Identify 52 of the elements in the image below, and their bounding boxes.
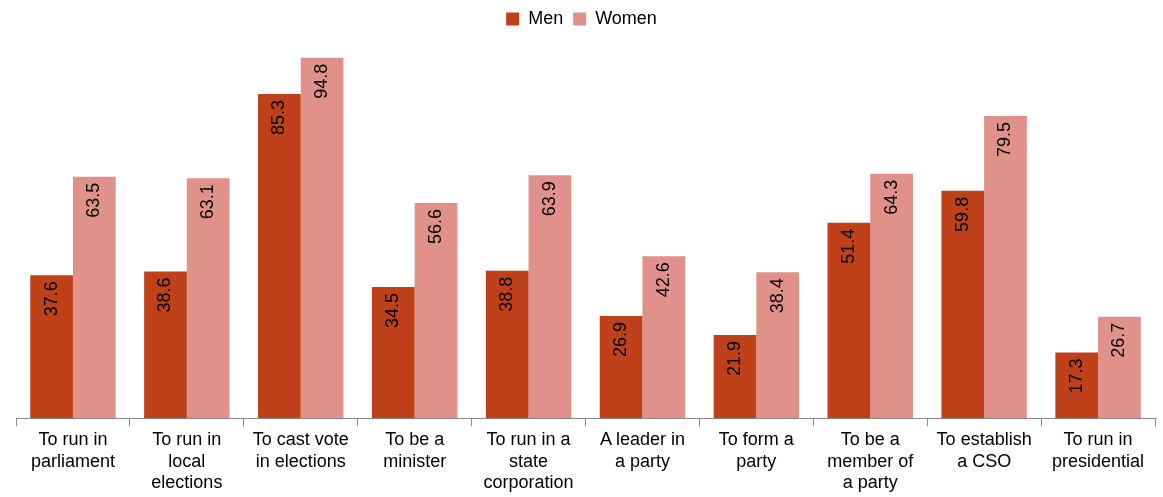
x-tick-label: To form a party [718,428,795,471]
data-label: 21.9 [723,340,744,376]
bar [756,272,800,419]
bar [144,271,187,419]
bar [941,190,985,419]
bar [1055,352,1099,419]
x-tick-label: To run in parliament [30,428,115,471]
x-tick-label: To establish a CSO [936,428,1032,471]
data-label: 63.5 [83,182,104,218]
bar [30,275,73,419]
bar [984,115,1027,419]
bar [870,173,913,419]
x-tick-label: A leader in a party [599,428,685,471]
bar [186,178,230,419]
legend-label: Women [595,7,657,28]
bar [713,334,757,419]
data-label: 17.3 [1065,358,1086,394]
data-label: 34.5 [382,293,403,329]
bar [300,57,344,419]
data-label: 79.5 [994,121,1015,157]
bar [827,222,871,419]
data-label: 26.7 [1108,322,1129,358]
data-label: 56.6 [424,209,445,245]
data-label: 63.9 [538,181,559,217]
data-label: 94.8 [311,63,332,99]
bar [1098,316,1141,419]
data-label: 37.6 [40,281,61,317]
x-tick-label: To cast vote in elections [252,428,349,471]
bar [371,287,415,419]
bar [599,315,643,419]
data-label: 38.4 [766,278,787,314]
bar [258,93,301,419]
bar [485,270,529,419]
bar [528,175,572,419]
x-tick-label: To run in a state corporation [483,428,574,493]
bar [72,176,116,419]
bar [414,203,458,419]
x-tick-label: To run in presidential [1052,428,1145,471]
x-tick-label: To be a minister [383,428,447,471]
bar [642,256,686,419]
data-label: 59.8 [951,196,972,232]
data-label: 51.4 [837,228,858,264]
data-label: 64.3 [880,179,901,215]
data-label: 85.3 [268,99,289,135]
data-label: 42.6 [652,262,673,298]
x-tick-label: To run in local elections [151,428,223,493]
data-label: 38.6 [154,277,175,313]
data-label: 38.8 [496,276,517,312]
data-label: 26.9 [610,321,631,357]
data-label: 63.1 [197,184,218,220]
x-tick-label: To be a member of a party [827,428,915,493]
legend-label: Men [528,7,564,28]
